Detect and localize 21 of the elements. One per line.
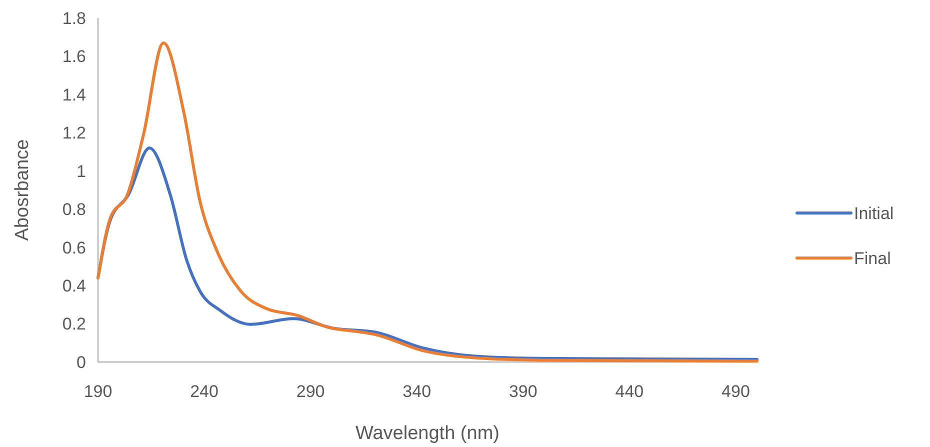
- x-axis-title: Wavelength (nm): [356, 423, 500, 444]
- x-tick-label: 390: [508, 382, 538, 401]
- legend-label: Initial: [854, 204, 894, 223]
- y-tick-label: 0: [76, 352, 86, 372]
- y-axis-title: Abosrbance: [12, 139, 33, 241]
- y-tick-label: 0.6: [62, 238, 86, 258]
- x-tick-label: 190: [84, 382, 112, 401]
- x-tick-label: 340: [402, 382, 432, 401]
- y-tick-label: 1.2: [62, 124, 86, 143]
- y-tick-label: 0.4: [62, 276, 86, 296]
- y-tick-label: 1: [76, 162, 86, 181]
- x-tick-label: 290: [296, 382, 325, 401]
- y-tick-label: 0.2: [62, 314, 86, 334]
- y-tick-label: 0.8: [62, 200, 86, 220]
- legend-label: Final: [854, 248, 891, 268]
- x-tick-label: 440: [615, 382, 644, 401]
- x-tick-label: 240: [190, 382, 218, 401]
- x-tick-label: 490: [722, 382, 750, 401]
- y-tick-label: 1.8: [62, 8, 86, 28]
- y-tick-label: 1.6: [62, 47, 86, 66]
- y-tick-label: 1.4: [62, 85, 86, 104]
